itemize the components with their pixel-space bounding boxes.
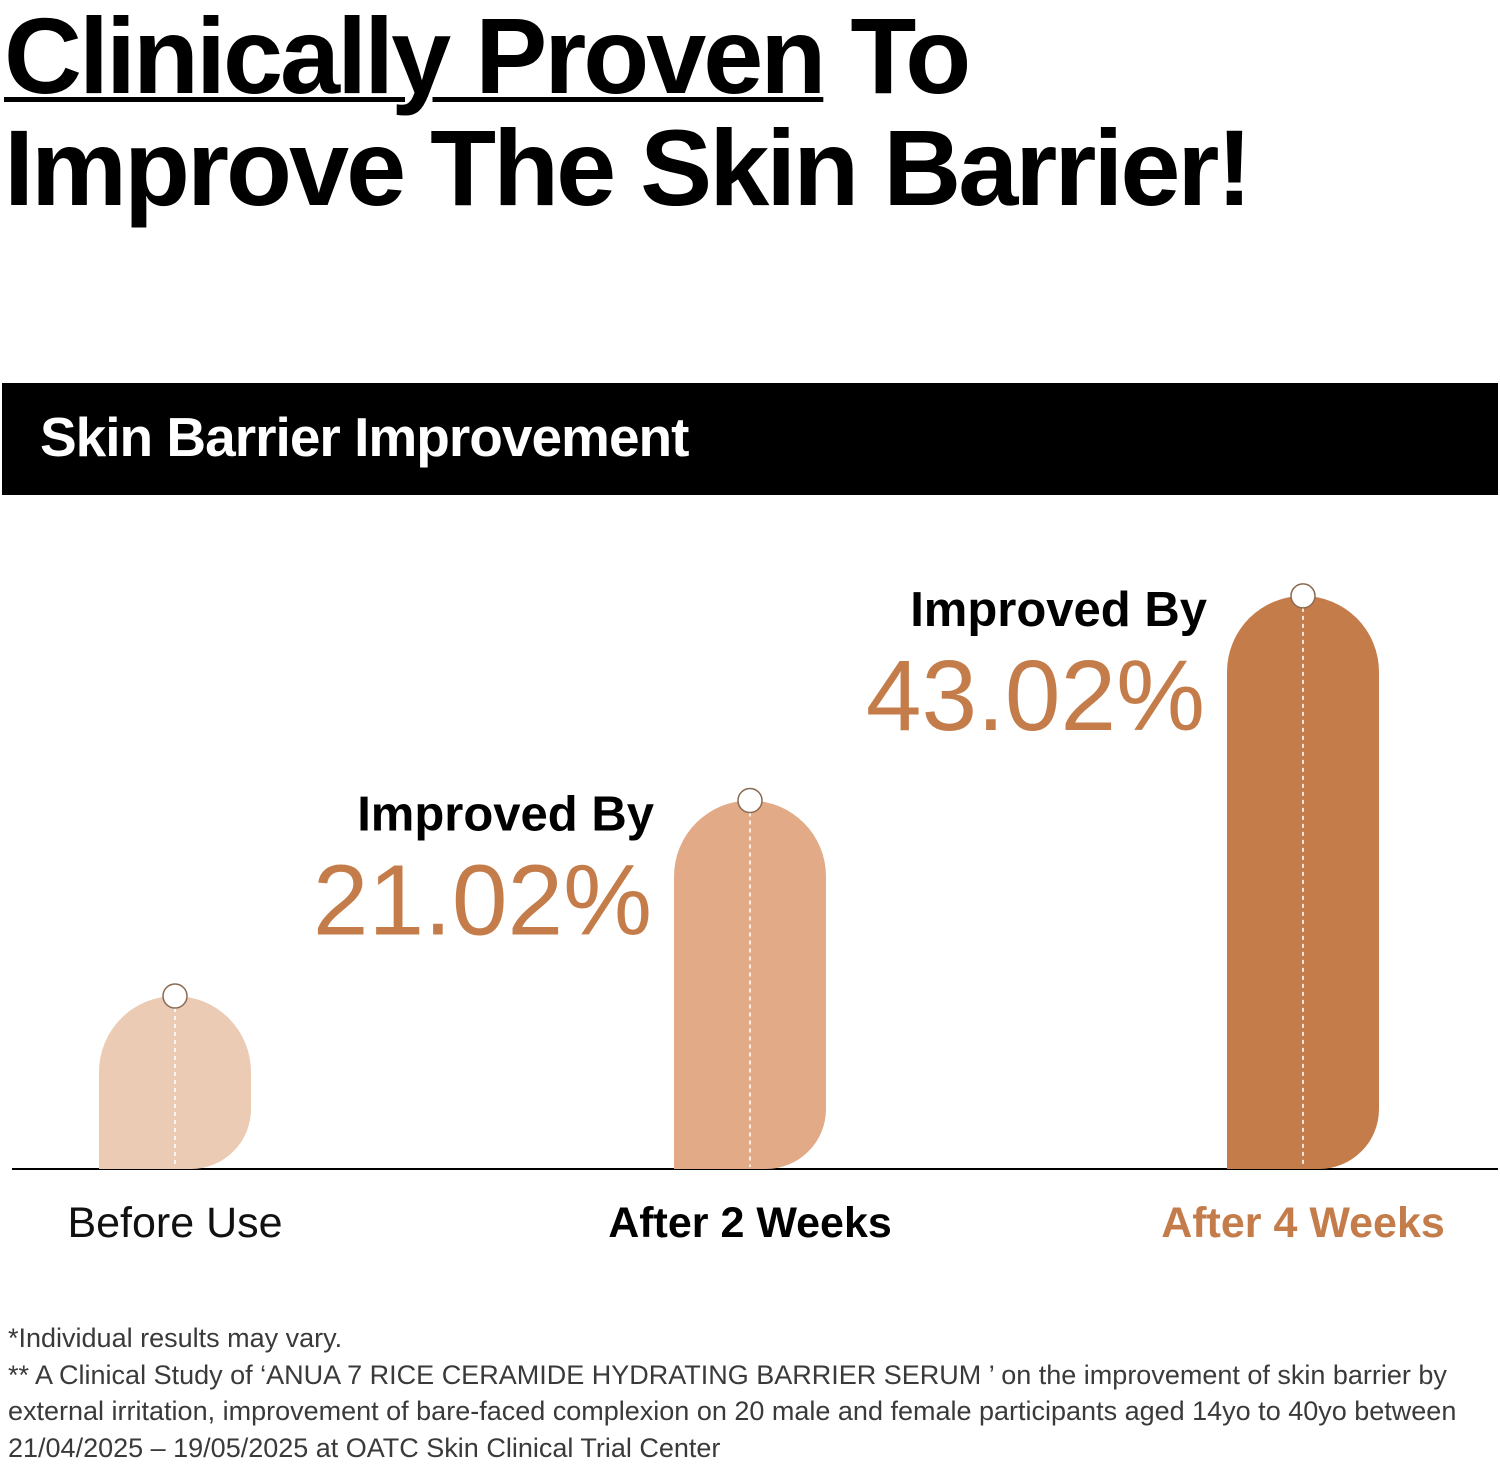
headline-line-1-rest: To — [823, 0, 971, 116]
bar-1 — [674, 800, 826, 1169]
category-label-0: Before Use — [67, 1199, 282, 1247]
headline: Clinically Proven To Improve The Skin Ba… — [4, 0, 1494, 224]
headline-line-1: Clinically Proven To — [4, 0, 1494, 112]
headline-line-2: Improve The Skin Barrier! — [4, 107, 1252, 228]
headline-underlined: Clinically Proven — [4, 0, 826, 116]
category-label-2: After 4 Weeks — [1161, 1199, 1445, 1247]
bar-top-marker-1 — [737, 787, 763, 814]
footnotes: *Individual results may vary. ** A Clini… — [8, 1320, 1478, 1466]
bar-top-marker-0 — [162, 983, 188, 1009]
section-title: Skin Barrier Improvement — [40, 406, 689, 468]
footnote-clinical-study: ** A Clinical Study of ‘ANUA 7 RICE CERA… — [8, 1359, 1457, 1463]
category-label-1: After 2 Weeks — [608, 1199, 892, 1247]
section-header-bar: Skin Barrier Improvement — [2, 383, 1498, 495]
annotation-label-1: Improved By — [910, 583, 1207, 637]
skin-barrier-chart: Before Use After 2 Weeks After 4 Weeks Impr… — [12, 583, 1498, 1247]
footnote-individual-results: *Individual results may vary. — [8, 1323, 343, 1353]
annotation-value-1: 43.02% — [866, 640, 1205, 752]
bar-top-marker-2 — [1290, 583, 1316, 609]
annotation-label-0: Improved By — [357, 788, 654, 842]
annotation-value-0: 21.02% — [313, 845, 652, 957]
